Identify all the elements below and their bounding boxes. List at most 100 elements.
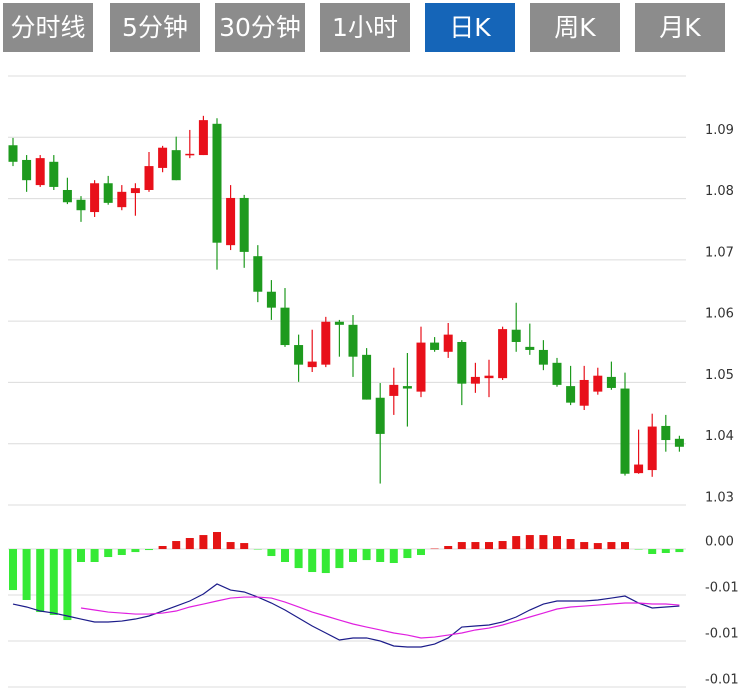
- macd-bar: [213, 532, 221, 550]
- candle-body: [49, 161, 59, 187]
- macd-bar: [199, 535, 208, 550]
- candle-body: [375, 397, 385, 434]
- candle-body: [8, 145, 18, 162]
- macd-bar: [539, 535, 548, 550]
- candle-body: [362, 354, 372, 400]
- macd-bar: [131, 549, 140, 553]
- macd-bar: [267, 549, 276, 557]
- macd-bar: [512, 536, 521, 550]
- macd-bar: [226, 542, 235, 550]
- macd-bar: [158, 545, 167, 550]
- candle-body: [117, 191, 127, 208]
- candle-body: [62, 189, 72, 203]
- macd-bar: [104, 549, 113, 558]
- candle-body: [226, 197, 236, 246]
- macd-bar: [321, 549, 330, 574]
- candle-body: [525, 346, 535, 350]
- macd-bar: [525, 535, 534, 550]
- y-tick-label: 1.05: [705, 368, 734, 383]
- y-tick-label: 0.00: [705, 535, 734, 550]
- macd-bar: [593, 543, 602, 550]
- macd-bar: [281, 549, 289, 563]
- tab[interactable]: 5分钟: [110, 3, 200, 52]
- candle-body: [90, 183, 100, 213]
- candle-body: [674, 438, 684, 447]
- tab[interactable]: 周K: [530, 3, 620, 52]
- tab[interactable]: 月K: [635, 3, 725, 52]
- macd-bar: [308, 549, 317, 573]
- candle-body: [321, 321, 331, 365]
- macd-bar: [185, 537, 194, 550]
- macd-bar: [77, 549, 85, 563]
- candle-body: [307, 361, 317, 368]
- macd-bar: [580, 542, 589, 550]
- candle-body: [266, 291, 276, 308]
- macd-bar: [566, 539, 575, 550]
- y-tick-label: -0.01: [705, 673, 739, 688]
- tab[interactable]: 30分钟: [215, 3, 305, 52]
- candle-body: [280, 307, 290, 346]
- macd-bar: [117, 549, 126, 556]
- y-tick-label: -0.01: [705, 627, 739, 642]
- macd-bar: [389, 549, 398, 564]
- candle-body: [647, 426, 657, 471]
- macd-bar: [417, 549, 425, 556]
- macd-bar: [471, 542, 480, 550]
- candle-body: [294, 345, 304, 365]
- candle-body: [171, 150, 181, 181]
- candle-body: [593, 375, 603, 392]
- macd-bar: [675, 549, 684, 553]
- candle-body: [212, 123, 222, 243]
- macd-bar: [22, 549, 31, 600]
- y-tick-label: 1.04: [705, 429, 734, 444]
- macd-bar: [240, 543, 249, 550]
- candle-body: [552, 362, 562, 385]
- tab[interactable]: 分时线: [3, 3, 93, 52]
- tab[interactable]: 日K: [425, 3, 515, 52]
- candle-body: [416, 342, 426, 392]
- candle-body: [470, 376, 480, 384]
- candle-body: [334, 321, 344, 325]
- macd-bar: [294, 549, 303, 569]
- macd-bar: [36, 549, 45, 613]
- y-tick-label: 1.08: [705, 184, 734, 199]
- candle-body: [76, 199, 86, 211]
- candle-body: [484, 375, 494, 379]
- candle-body: [402, 386, 412, 389]
- macd-bar: [49, 549, 58, 615]
- candle-body: [198, 120, 208, 156]
- tab-bar: 分时线 5分钟 30分钟 1小时 日K 周K 月K: [0, 0, 749, 56]
- candle-body: [158, 147, 168, 168]
- candle-body: [22, 159, 32, 181]
- y-tick-label: 1.03: [705, 491, 734, 506]
- macd-bar: [498, 541, 507, 550]
- macd-line: [12, 583, 680, 648]
- macd-bar: [90, 549, 99, 563]
- macd-bar: [349, 549, 357, 563]
- candle-body: [538, 349, 548, 365]
- macd-bar: [661, 549, 670, 553]
- candle-body: [144, 166, 154, 190]
- macd-bar: [485, 542, 493, 550]
- candle-body: [35, 158, 45, 186]
- macd-bar: [457, 542, 466, 550]
- macd-bar: [444, 545, 453, 550]
- y-tick-label: 1.09: [705, 123, 734, 138]
- macd-bar: [172, 541, 181, 550]
- candle-body: [253, 256, 263, 292]
- tab[interactable]: 1小时: [320, 3, 410, 52]
- macd-bar: [9, 549, 17, 591]
- candle-body: [634, 464, 644, 474]
- y-tick-label: 1.07: [705, 245, 734, 260]
- candle-body: [511, 329, 521, 342]
- candle-body: [185, 153, 195, 156]
- candle-body: [103, 183, 113, 203]
- candle-body: [579, 379, 589, 406]
- candle-body: [620, 388, 630, 474]
- macd-line: [80, 596, 680, 639]
- macd-bar: [63, 549, 72, 621]
- candle-body: [389, 384, 399, 396]
- candle-body: [566, 386, 576, 403]
